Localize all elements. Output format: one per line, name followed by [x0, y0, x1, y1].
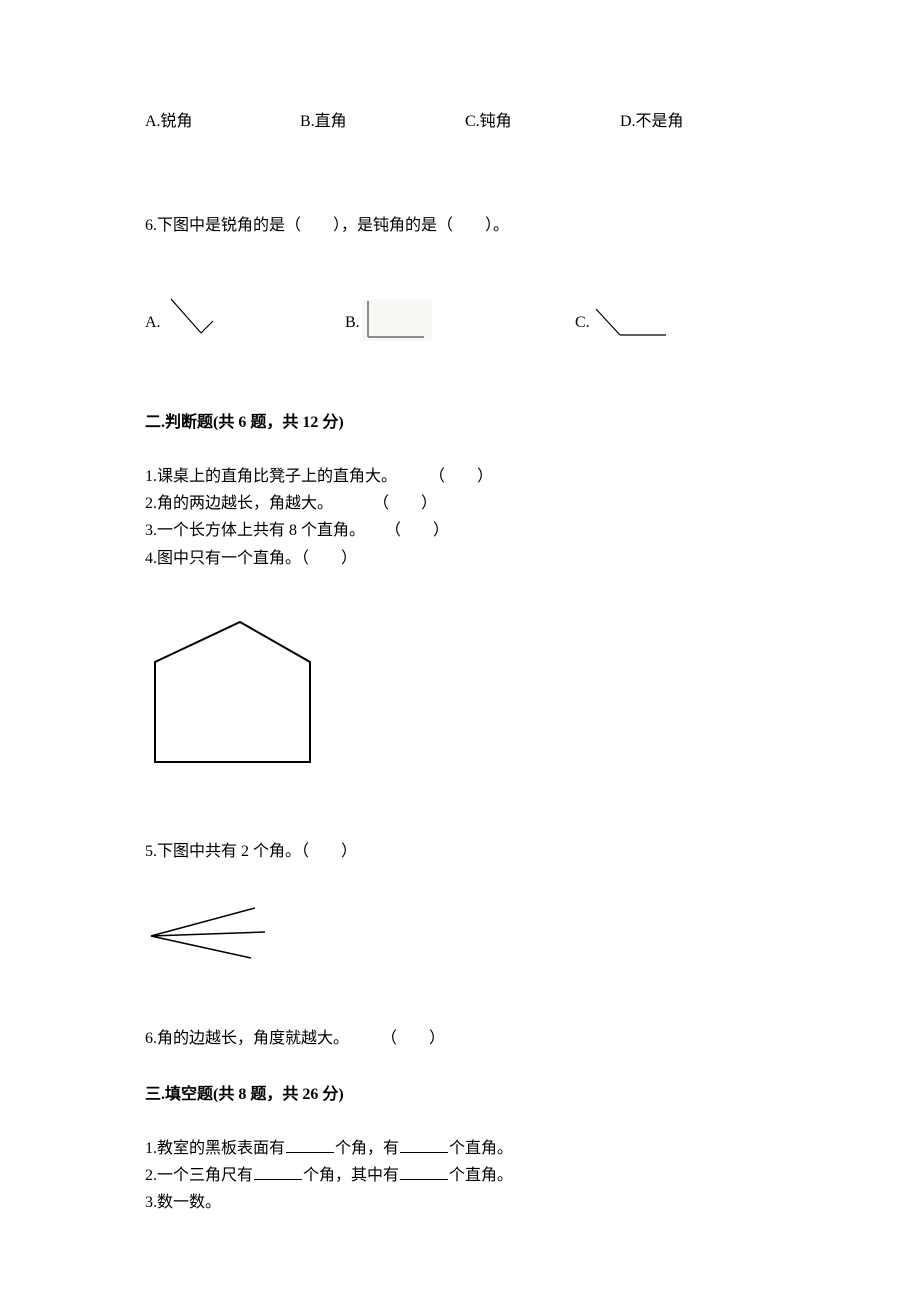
blank [400, 1137, 448, 1153]
option-b: B.直角 [300, 110, 465, 134]
right-angle-icon [362, 299, 432, 341]
fill-1: 1.教室的黑板表面有 个角，有 个直角。 [145, 1135, 790, 1162]
fill-1c: 个直角。 [449, 1140, 513, 1157]
fill-3: 3.数一数。 [145, 1189, 790, 1216]
section2-header: 二.判断题(共 6 题，共 12 分) [145, 411, 790, 435]
obtuse-angle-icon [592, 307, 672, 341]
q6-figure-c: C. [575, 307, 672, 341]
q6-figure-b: B. [345, 299, 575, 341]
fill-2b: 个角，其中有 [303, 1167, 399, 1184]
option-a: A.锐角 [145, 110, 300, 134]
three-rays-icon [145, 904, 275, 964]
option-c: C.钝角 [465, 110, 620, 134]
fill-2c: 个直角。 [449, 1167, 513, 1184]
q5-options: A.锐角 B.直角 C.钝角 D.不是角 [145, 110, 790, 134]
fill-1a: 1.教室的黑板表面有 [145, 1140, 285, 1157]
judge-5: 5.下图中共有 2 个角。（ ） [145, 840, 790, 864]
q6-question: 6.下图中是锐角的是（ ），是钝角的是（ ）。 [145, 214, 790, 238]
option-d: D.不是角 [620, 110, 684, 134]
judge-3: 3.一个长方体上共有 8 个直角。 （ ） [145, 517, 790, 544]
pentagon-icon [145, 612, 325, 772]
pentagon-shape [145, 612, 790, 780]
q6-label-c: C. [575, 311, 590, 335]
blank [254, 1164, 302, 1180]
q6-label-a: A. [145, 311, 161, 335]
judge-1: 1.课桌上的直角比凳子上的直角大。 （ ） [145, 463, 790, 490]
blank [286, 1137, 334, 1153]
fill-2: 2.一个三角尺有 个角，其中有 个直角。 [145, 1162, 790, 1189]
q6-figure-a: A. [145, 293, 345, 341]
three-rays-shape [145, 904, 790, 972]
judge-4: 4.图中只有一个直角。（ ） [145, 545, 790, 572]
judge-6: 6.角的边越长，角度就越大。 （ ） [145, 1027, 790, 1051]
blank [400, 1164, 448, 1180]
section3-header: 三.填空题(共 8 题，共 26 分) [145, 1083, 790, 1107]
fill-1b: 个角，有 [335, 1140, 399, 1157]
fill-2a: 2.一个三角尺有 [145, 1167, 253, 1184]
q6-label-b: B. [345, 311, 360, 335]
q6-figures: A. B. C. [145, 293, 790, 341]
acute-angle-icon [163, 293, 223, 341]
judge-2: 2.角的两边越长，角越大。 （ ） [145, 490, 790, 517]
